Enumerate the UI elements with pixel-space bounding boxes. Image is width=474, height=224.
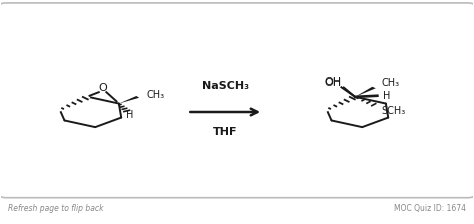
Text: NaSCH₃: NaSCH₃ [201, 81, 249, 91]
Text: MOC Quiz ID: 1674: MOC Quiz ID: 1674 [394, 204, 466, 213]
Text: OH: OH [324, 78, 341, 88]
Polygon shape [119, 96, 139, 103]
FancyBboxPatch shape [0, 3, 474, 198]
Text: H: H [383, 91, 390, 101]
Text: CH₃: CH₃ [146, 90, 164, 100]
Text: H: H [126, 110, 133, 120]
Polygon shape [355, 87, 376, 97]
Text: O: O [98, 83, 107, 93]
Text: THF: THF [213, 127, 237, 137]
Text: SCH₃: SCH₃ [381, 106, 405, 116]
Text: Refresh page to flip back: Refresh page to flip back [8, 204, 103, 213]
Text: OH: OH [324, 77, 341, 87]
Text: CH₃: CH₃ [381, 78, 399, 88]
